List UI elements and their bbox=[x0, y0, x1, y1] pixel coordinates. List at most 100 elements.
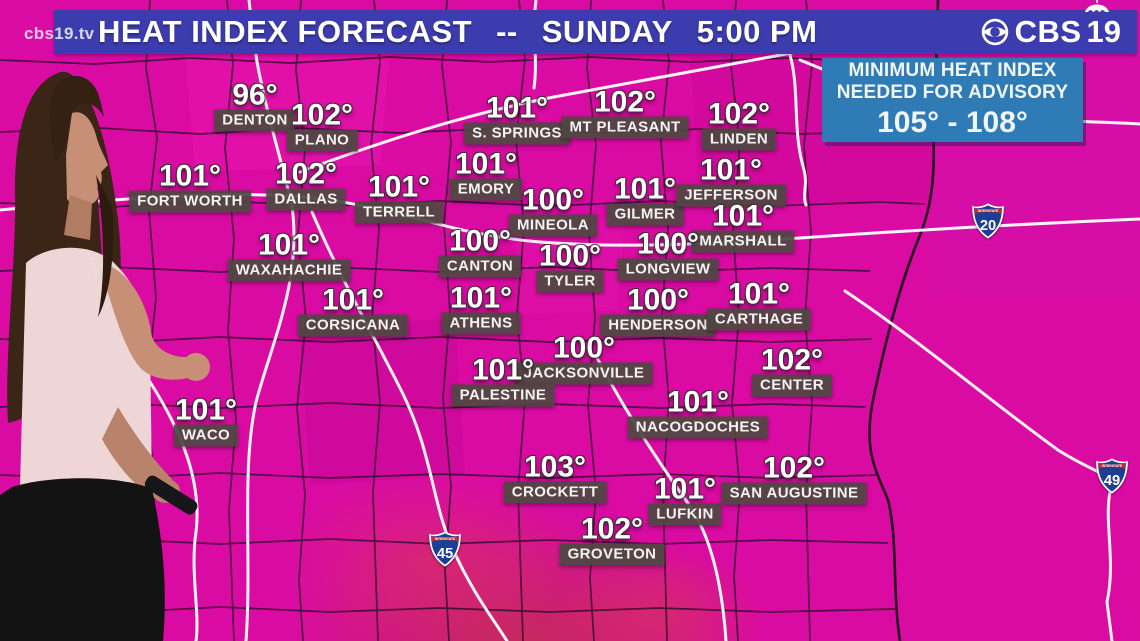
city-label: 101° CARTHAGE bbox=[706, 277, 812, 331]
city-temperature: 101° bbox=[485, 91, 549, 125]
city-label: 101° FORT WORTH bbox=[129, 161, 251, 213]
city-label: 101° JEFFERSON bbox=[676, 155, 786, 207]
interstate-number: 45 bbox=[437, 546, 453, 562]
city-name-tag: CARTHAGE bbox=[706, 308, 812, 331]
city-temperature: 100° bbox=[448, 224, 512, 258]
city-temperature: 100° bbox=[626, 283, 690, 317]
cbs-eye-icon bbox=[981, 18, 1008, 46]
city-name-tag: GILMER bbox=[606, 203, 684, 226]
city-label: 96° DENTON bbox=[214, 78, 296, 132]
city-temperature: 102° bbox=[580, 512, 644, 546]
city-name-tag: CROCKETT bbox=[503, 481, 607, 504]
advisory-range: 105° - 108° bbox=[877, 105, 1028, 139]
city-temperature: 102° bbox=[707, 97, 771, 131]
city-temperature: 102° bbox=[274, 157, 338, 191]
weather-presenter bbox=[0, 71, 210, 641]
city-label: 100° CANTON bbox=[438, 224, 522, 278]
city-name-tag: PLANO bbox=[286, 129, 358, 152]
city-temperature: 102° bbox=[760, 343, 824, 377]
city-label: 102° PLANO bbox=[286, 100, 358, 152]
interstate-word: INTERSTATE bbox=[1102, 464, 1122, 468]
city-name-tag: LUFKIN bbox=[648, 503, 722, 526]
city-temperature: 100° bbox=[552, 331, 616, 365]
interstate-number: 49 bbox=[1104, 473, 1120, 489]
city-temperature: 101° bbox=[321, 283, 385, 317]
logo-cbs-text: CBS bbox=[1014, 14, 1082, 49]
city-name-tag: CANTON bbox=[438, 255, 522, 278]
logo-num-text: 19 bbox=[1086, 14, 1121, 49]
header-title-main: HEAT INDEX FORECAST bbox=[98, 14, 473, 49]
city-temperature: 101° bbox=[613, 172, 677, 206]
city-label: 101° TERRELL bbox=[355, 172, 443, 224]
city-name-tag: PALESTINE bbox=[451, 384, 555, 407]
interstate-word: INTERSTATE bbox=[435, 537, 455, 541]
city-name-tag: DENTON bbox=[214, 109, 296, 132]
city-name-tag: DALLAS bbox=[266, 188, 346, 211]
city-temperature: 100° bbox=[636, 227, 700, 261]
city-label: 102° DALLAS bbox=[266, 157, 346, 211]
city-temperature: 101° bbox=[257, 228, 321, 262]
interstate-shield-icon: INTERSTATE 20 bbox=[972, 203, 1004, 239]
advisory-box: MINIMUM HEAT INDEX NEEDED FOR ADVISORY 1… bbox=[822, 58, 1083, 142]
advisory-line1: MINIMUM HEAT INDEX bbox=[848, 60, 1057, 82]
presenter-hair-strand bbox=[96, 175, 114, 317]
interstate-shield-icon: INTERSTATE 45 bbox=[429, 531, 461, 567]
city-label: 101° LUFKIN bbox=[648, 472, 722, 526]
city-label: 100° JACKSONVILLE bbox=[515, 331, 653, 385]
city-name-tag: TYLER bbox=[536, 270, 604, 293]
watermark: cbs19.tv bbox=[24, 24, 95, 43]
interstate-shield: INTERSTATE 20 bbox=[971, 202, 1005, 240]
city-label: 102° MT PLEASANT bbox=[561, 85, 689, 139]
city-temperature: 100° bbox=[521, 183, 585, 217]
city-temperature: 96° bbox=[232, 78, 278, 112]
city-label: 102° CENTER bbox=[751, 343, 833, 397]
umbrella-icon bbox=[1084, 0, 1109, 12]
city-name-tag: LINDEN bbox=[701, 128, 777, 151]
city-label: 101° NACOGDOCHES bbox=[627, 387, 769, 439]
city-temperature: 101° bbox=[174, 393, 238, 427]
city-name-tag: LONGVIEW bbox=[617, 258, 719, 281]
city-label: 102° SAN AUGUSTINE bbox=[721, 451, 867, 505]
city-name-tag: MINEOLA bbox=[509, 214, 597, 237]
city-label: 100° HENDERSON bbox=[600, 283, 716, 337]
city-temperature: 102° bbox=[762, 451, 826, 485]
presenter-clicker bbox=[144, 475, 198, 515]
city-temperature: 102° bbox=[593, 85, 657, 119]
city-temperature: 101° bbox=[454, 147, 518, 181]
city-temperature: 103° bbox=[523, 450, 587, 484]
presenter-skirt bbox=[0, 478, 165, 641]
city-name-tag: SAN AUGUSTINE bbox=[721, 482, 867, 505]
presenter-hair-top bbox=[49, 75, 104, 165]
city-name-tag: HENDERSON bbox=[600, 314, 716, 337]
city-label: 101° PALESTINE bbox=[451, 353, 555, 407]
city-name-tag: NACOGDOCHES bbox=[627, 416, 769, 439]
city-name-tag: JACKSONVILLE bbox=[515, 362, 653, 385]
city-name-tag: ATHENS bbox=[441, 312, 521, 335]
city-label: 101° ATHENS bbox=[441, 281, 521, 335]
city-label: 101° S. SPRINGS bbox=[464, 91, 570, 145]
presenter-hand bbox=[182, 353, 210, 381]
header-title: HEAT INDEX FORECAST -- SUNDAY 5:00 PM bbox=[54, 14, 817, 50]
city-label: 101° GILMER bbox=[606, 172, 684, 226]
city-temperature: 101° bbox=[653, 472, 717, 506]
city-name-tag: MT PLEASANT bbox=[561, 116, 689, 139]
city-label: 100° MINEOLA bbox=[509, 183, 597, 237]
logo-19-text: 19 bbox=[1084, 0, 1121, 50]
city-name-tag: MARSHALL bbox=[691, 230, 795, 253]
city-temperature: 101° bbox=[471, 353, 535, 387]
city-label: 100° TYLER bbox=[536, 241, 604, 293]
advisory-line2: NEEDED FOR ADVISORY bbox=[836, 81, 1069, 103]
city-name-tag: JEFFERSON bbox=[676, 184, 786, 207]
interstate-word: INTERSTATE bbox=[978, 209, 998, 213]
presenter-arm bbox=[104, 267, 192, 380]
city-temperature: 101° bbox=[449, 281, 513, 315]
cbs19-logo: CBS 19 bbox=[980, 0, 1121, 50]
city-label: 100° LONGVIEW bbox=[617, 227, 719, 281]
city-temperature: 101° bbox=[711, 199, 775, 233]
city-label: 102° LINDEN bbox=[701, 97, 777, 151]
city-temperature: 101° bbox=[727, 277, 791, 311]
city-label: 101° WAXAHACHIE bbox=[227, 228, 351, 282]
